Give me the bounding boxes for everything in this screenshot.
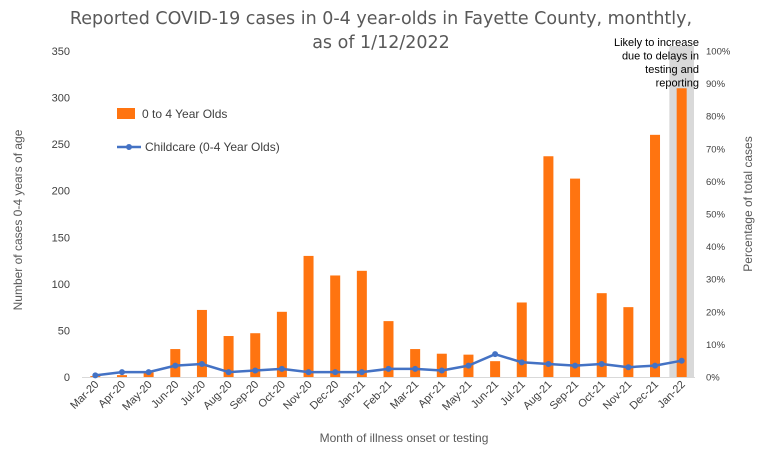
- y-tick-label: 50: [58, 325, 70, 337]
- x-tick-label: May-21: [440, 379, 474, 413]
- y-axis-title: Number of cases 0-4 years of age: [11, 129, 25, 310]
- annotation: Likely to increase due to delays intestin…: [614, 37, 699, 90]
- line-point: [118, 369, 125, 376]
- chart-title-line: Reported COVID-19 cases in 0-4 year-olds…: [70, 9, 692, 29]
- y-tick-label: 350: [52, 46, 70, 58]
- y2-tick-label: 30%: [706, 275, 726, 286]
- bar: [223, 336, 234, 377]
- bar: [303, 255, 314, 377]
- line-point: [465, 362, 472, 369]
- bar: [570, 178, 581, 377]
- x-tick-label: Sep-20: [228, 379, 262, 413]
- line-point: [198, 360, 205, 367]
- bar: [250, 333, 261, 377]
- y-tick-label: 250: [52, 139, 70, 151]
- axes: 0 50 100 150 200 250 300 350 0% 10% 20% 30% 40% 50% 60…: [11, 46, 755, 445]
- line-point: [172, 362, 179, 369]
- y-tick-label: 100: [52, 279, 70, 291]
- bar-series: [90, 88, 687, 377]
- line-point: [518, 359, 525, 366]
- bar: [276, 311, 287, 377]
- y2-tick-label: 80%: [706, 112, 726, 123]
- line-point: [92, 372, 99, 379]
- bar: [116, 375, 127, 377]
- line-point: [252, 367, 259, 374]
- x-tick-label: Mar-21: [388, 379, 421, 412]
- legend-swatch-bar: [117, 108, 135, 119]
- bar: [516, 302, 527, 377]
- line-series: [92, 351, 685, 379]
- bar: [623, 307, 634, 377]
- legend-swatch-marker: [126, 144, 132, 150]
- line-point: [358, 369, 365, 376]
- line-point: [572, 362, 579, 369]
- line-point: [278, 365, 285, 372]
- x-axis-title: Month of illness onset or testing: [320, 431, 489, 445]
- bar: [596, 293, 607, 377]
- x-tick-label: May-20: [120, 379, 154, 413]
- y-tick-label: 150: [52, 232, 70, 244]
- x-tick-label: Dec-21: [628, 379, 662, 413]
- y-tick-label: 300: [52, 93, 70, 105]
- bar: [330, 275, 341, 377]
- line-point: [332, 369, 339, 376]
- bar: [490, 361, 501, 377]
- line-point: [652, 362, 659, 369]
- bar: [356, 270, 367, 377]
- x-tick-label: Nov-20: [281, 379, 315, 413]
- legend-label: Childcare (0-4 Year Olds): [145, 140, 280, 154]
- y-tick-label: 0: [64, 372, 70, 384]
- x-tick-label: Jun-20: [149, 379, 181, 411]
- y2-axis-title: Percentage of total cases: [741, 136, 755, 271]
- annotation-line: due to delays in: [622, 51, 699, 63]
- line-point: [412, 365, 419, 372]
- line-point: [305, 369, 312, 376]
- line-point: [625, 364, 632, 371]
- bar: [383, 321, 394, 377]
- line-point: [385, 365, 392, 372]
- line-point: [225, 369, 232, 376]
- y2-tick-label: 40%: [706, 242, 726, 253]
- x-tick-label: Feb-21: [361, 379, 394, 412]
- chart-title: Reported COVID-19 cases in 0-4 year-olds…: [70, 9, 692, 53]
- line-point: [438, 367, 445, 374]
- bar: [650, 134, 661, 377]
- x-tick-label: Dec-20: [308, 379, 342, 413]
- x-tick-label: Jun-21: [469, 379, 501, 411]
- x-tick-label: Nov-21: [601, 379, 635, 413]
- y2-tick-label: 100%: [706, 47, 731, 58]
- y2-tick-label: 90%: [706, 79, 726, 90]
- bar: [436, 353, 447, 377]
- annotation-line: Likely to increase: [614, 37, 699, 49]
- y-tick-label: 200: [52, 186, 70, 198]
- y2-tick-label: 10%: [706, 340, 726, 351]
- x-tick-label: Sep-21: [548, 379, 582, 413]
- legend-label: 0 to 4 Year Olds: [142, 107, 227, 121]
- bar: [196, 309, 207, 377]
- x-tick-label: Aug-21: [521, 379, 555, 413]
- legend: 0 to 4 Year Olds Childcare (0-4 Year Olds…: [117, 107, 280, 154]
- y2-tick-label: 50%: [706, 210, 726, 221]
- line-point: [145, 369, 152, 376]
- x-tick-label: Jan-22: [656, 379, 688, 411]
- bar: [410, 349, 421, 377]
- line-point: [545, 360, 552, 367]
- bar: [676, 88, 687, 377]
- y2-tick-label: 60%: [706, 177, 726, 188]
- line-point: [678, 357, 685, 364]
- line-point: [598, 360, 605, 367]
- bar: [543, 156, 554, 377]
- line-point: [492, 351, 499, 358]
- y2-tick-label: 70%: [706, 144, 726, 155]
- x-tick-label: Mar-20: [68, 379, 101, 412]
- annotation-line: reporting: [656, 78, 699, 90]
- x-tick-label: Aug-20: [201, 379, 235, 413]
- chart-title-line: as of 1/12/2022: [312, 33, 450, 53]
- annotation-line: testing and: [645, 64, 699, 76]
- y2-tick-label: 0%: [706, 373, 720, 384]
- y2-tick-label: 20%: [706, 307, 726, 318]
